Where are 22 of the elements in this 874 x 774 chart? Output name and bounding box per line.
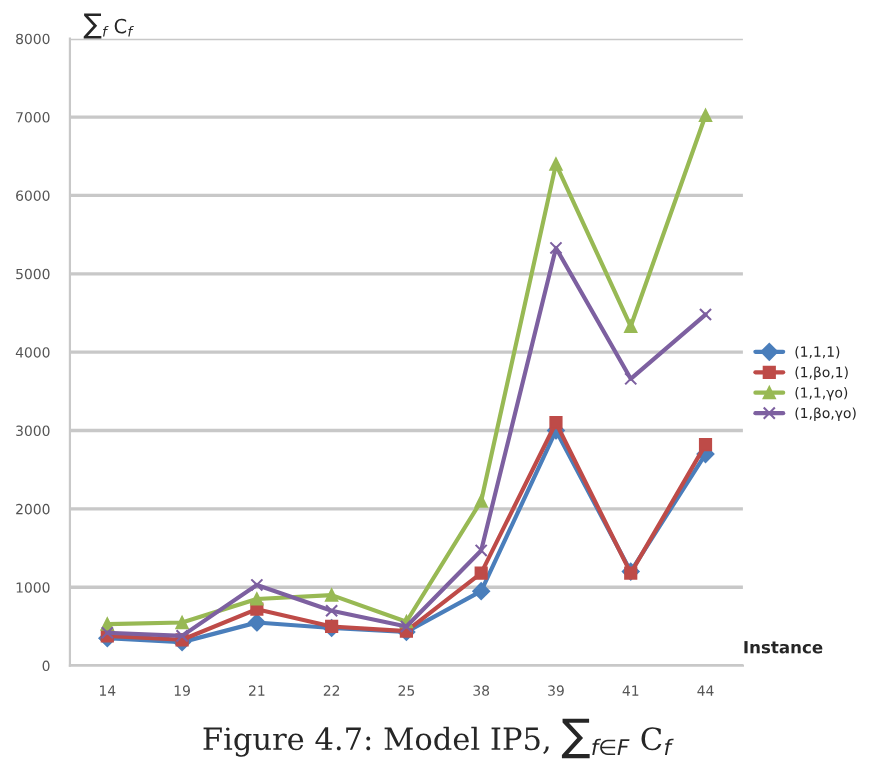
point <box>472 582 491 601</box>
point <box>474 543 488 558</box>
point <box>549 416 563 430</box>
point <box>549 241 563 255</box>
point <box>399 619 414 634</box>
point <box>325 588 339 602</box>
point <box>624 372 638 386</box>
point <box>175 615 189 630</box>
y-axis-title: ∑$_{f}$ C$_{f}$ <box>83 13 134 39</box>
point <box>698 108 713 123</box>
point <box>624 319 638 333</box>
caption: Figure 4.7: Model IP5, ∑$_{f∈F}$ C$_{f}$ <box>203 718 674 759</box>
point <box>549 157 563 171</box>
point <box>325 604 339 618</box>
point <box>698 307 713 322</box>
point <box>247 613 266 632</box>
x-axis-title: Instance <box>744 641 823 654</box>
point <box>474 566 488 580</box>
point <box>250 592 264 606</box>
point <box>698 438 713 452</box>
point <box>474 494 488 508</box>
point <box>250 578 264 592</box>
